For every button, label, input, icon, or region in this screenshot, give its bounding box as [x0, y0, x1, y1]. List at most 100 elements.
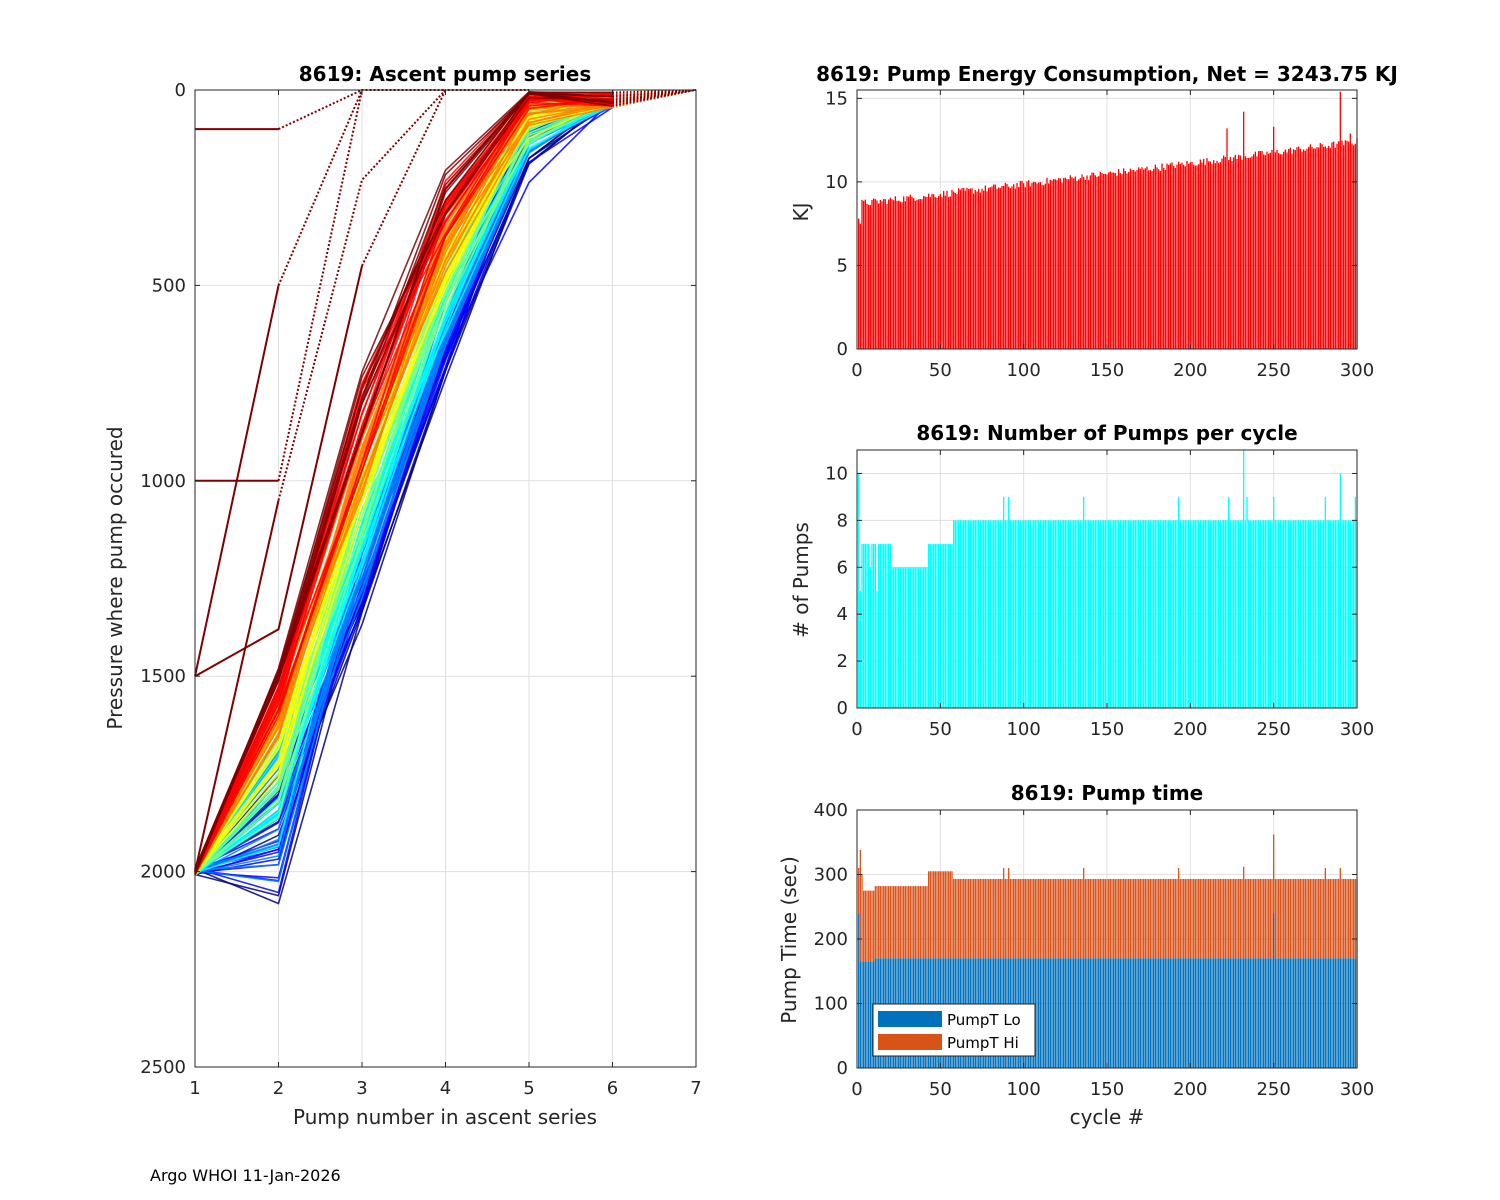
pumptime-bar-lo: [1318, 958, 1320, 1068]
energy-bar: [1108, 172, 1110, 349]
ascent-series-dark-red-e: [194, 500, 280, 872]
ascent-ytick-label: 2500: [140, 1057, 186, 1078]
pumptime-bar-lo: [1143, 958, 1145, 1068]
energy-xtick-label: 100: [1006, 360, 1040, 381]
pumps-bar: [1128, 520, 1130, 708]
pumps-bar: [1053, 520, 1055, 708]
ascent-profile-line: [194, 101, 613, 876]
pumps-bar: [1139, 520, 1141, 708]
energy-bar: [1074, 176, 1076, 349]
energy-bar: [1204, 164, 1206, 349]
pumps-bar: [971, 520, 973, 708]
pumptime-bar-lo: [1264, 958, 1266, 1068]
pumptime-bar-hi: [1216, 879, 1218, 959]
pumptime-bar-hi: [1238, 879, 1240, 959]
pumps-bar: [1108, 520, 1110, 708]
pumps-bar: [1179, 520, 1181, 708]
pumptime-bar-hi: [1139, 879, 1141, 959]
energy-bar: [1234, 154, 1236, 349]
pumptime-bar-hi: [923, 886, 925, 959]
pumptime-bar-hi: [1169, 879, 1171, 959]
pumps-bar: [1233, 520, 1235, 708]
pumptime-bar-hi: [1136, 879, 1138, 959]
pumptime-bar-lo: [1039, 958, 1041, 1068]
pumptime-bar-hi: [1148, 879, 1150, 959]
pumptime-xtick-label: 100: [1006, 1079, 1040, 1100]
pumptime-bar-lo: [1113, 958, 1115, 1068]
pumptime-bar-lo: [1321, 958, 1323, 1068]
pumps-bar: [1213, 520, 1215, 708]
energy-bar: [953, 191, 955, 349]
pumps-bar: [1236, 520, 1238, 708]
pumptime-bar-hi: [1331, 879, 1333, 959]
pumptime-bar-hi: [1233, 879, 1235, 959]
energy-bar: [1088, 179, 1090, 349]
energy-bar: [933, 194, 935, 349]
pumps-xtick-label: 50: [929, 719, 952, 740]
pumptime-bar-hi: [1168, 879, 1170, 959]
energy-bar: [1196, 165, 1198, 349]
pumps-bar: [984, 520, 986, 708]
pumptime-bar-lo: [1178, 958, 1180, 1068]
energy-bar: [1034, 182, 1036, 349]
pumps-bar: [1038, 520, 1040, 708]
pumps-bar: [1054, 520, 1056, 708]
pumptime-legend: PumpT Lo PumpT Hi: [872, 1003, 1036, 1057]
energy-bar: [1203, 158, 1205, 349]
energy-bar: [1031, 182, 1033, 349]
energy-bar: [1268, 153, 1270, 349]
pumptime-xlabel: cycle #: [1070, 1105, 1145, 1129]
pumps-bar: [1028, 520, 1030, 708]
energy-bar: [1048, 183, 1050, 349]
pumps-bar: [1268, 520, 1270, 708]
pumps-bar: [1088, 520, 1090, 708]
pumps-bar: [926, 567, 928, 708]
energy-bar: [1288, 148, 1290, 349]
pumps-bar: [1014, 520, 1016, 708]
pumptime-bar-lo: [1168, 958, 1170, 1068]
energy-bar: [999, 187, 1001, 349]
energy-bar: [1264, 155, 1266, 349]
pumptime-bar-hi: [863, 890, 865, 962]
pumptime-bar-hi: [1001, 879, 1003, 959]
pumptime-bar-hi: [1164, 879, 1166, 959]
pumptime-bar-hi: [866, 890, 868, 962]
energy-bar: [1318, 147, 1320, 349]
energy-bar: [866, 203, 868, 349]
pumptime-bar-hi: [864, 890, 866, 962]
energy-bar: [1279, 154, 1281, 349]
pumptime-bar-lo: [1103, 958, 1105, 1068]
pumptime-title: 8619: Pump time: [1011, 781, 1203, 805]
energy-bar: [971, 188, 973, 349]
pumptime-bar-hi: [1171, 879, 1173, 959]
pumps-bar: [916, 567, 918, 708]
pumptime-bar-hi: [964, 879, 966, 959]
pumps-bar: [896, 567, 898, 708]
pumptime-bar-lo: [1126, 958, 1128, 1068]
pumps-bar: [1136, 520, 1138, 708]
pumps-bar: [968, 520, 970, 708]
pumptime-bar-hi: [1301, 879, 1303, 959]
pumps-bar: [1174, 520, 1176, 708]
pumps-ytick-label: 2: [837, 651, 848, 672]
pumptime-bar-lo: [1061, 958, 1063, 1068]
pumptime-bar-lo: [1124, 958, 1126, 1068]
pumptime-bar-lo: [1118, 958, 1120, 1068]
energy-bar: [1118, 169, 1120, 349]
pumps-bar: [1161, 520, 1163, 708]
energy-bar: [1101, 173, 1103, 349]
energy-bar: [1201, 162, 1203, 349]
pumps-bar: [1071, 520, 1073, 708]
energy-ytick-label: 15: [825, 88, 848, 109]
energy-bar: [943, 190, 945, 349]
pumps-bars: [858, 450, 1358, 708]
pumps-bar: [1159, 520, 1161, 708]
pumptime-bar-hi: [1154, 879, 1156, 959]
pumps-bar: [1324, 496, 1326, 708]
pumptime-bar-hi: [931, 871, 933, 959]
pumptime-bar-hi: [1058, 879, 1060, 959]
pumptime-bar-hi: [974, 879, 976, 959]
pumptime-bar-hi: [1236, 879, 1238, 959]
pumps-bar: [1339, 473, 1341, 708]
pumptime-bar-hi: [1208, 879, 1210, 959]
